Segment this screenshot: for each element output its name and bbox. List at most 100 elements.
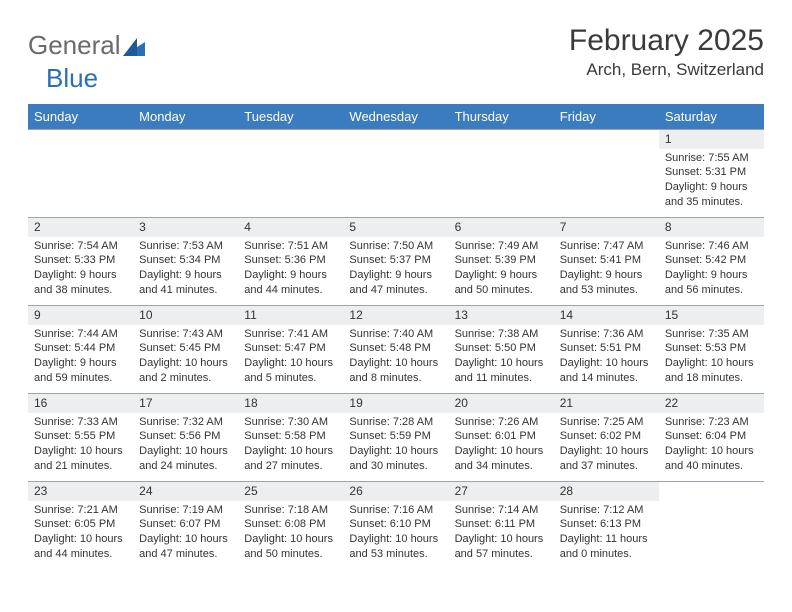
day-number: 14	[554, 306, 659, 325]
day-cell: 13Sunrise: 7:38 AMSunset: 5:50 PMDayligh…	[449, 306, 554, 393]
sunset-label: Sunset: 6:04 PM	[665, 430, 758, 444]
sunrise-label: Sunrise: 7:26 AM	[455, 416, 548, 430]
day-number: 19	[343, 394, 448, 413]
day-number: 1	[659, 130, 764, 149]
day-body: Sunrise: 7:16 AMSunset: 6:10 PMDaylight:…	[343, 501, 448, 562]
day-cell: 20Sunrise: 7:26 AMSunset: 6:01 PMDayligh…	[449, 394, 554, 481]
day-body: Sunrise: 7:46 AMSunset: 5:42 PMDaylight:…	[659, 237, 764, 298]
sunset-label: Sunset: 5:51 PM	[560, 342, 653, 356]
sunset-label: Sunset: 5:47 PM	[244, 342, 337, 356]
daylight2-label: and 50 minutes.	[244, 548, 337, 562]
daylight2-label: and 53 minutes.	[349, 548, 442, 562]
daylight2-label: and 59 minutes.	[34, 372, 127, 386]
day-of-week-header: Sunday Monday Tuesday Wednesday Thursday…	[28, 104, 764, 129]
day-body: Sunrise: 7:12 AMSunset: 6:13 PMDaylight:…	[554, 501, 659, 562]
sunset-label: Sunset: 5:42 PM	[665, 254, 758, 268]
title-block: February 2025 Arch, Bern, Switzerland	[569, 24, 764, 80]
day-number: 18	[238, 394, 343, 413]
sunset-label: Sunset: 5:58 PM	[244, 430, 337, 444]
daylight2-label: and 40 minutes.	[665, 460, 758, 474]
day-cell: 4Sunrise: 7:51 AMSunset: 5:36 PMDaylight…	[238, 218, 343, 305]
week-row: 23Sunrise: 7:21 AMSunset: 6:05 PMDayligh…	[28, 481, 764, 569]
sunset-label: Sunset: 5:33 PM	[34, 254, 127, 268]
sunrise-label: Sunrise: 7:35 AM	[665, 328, 758, 342]
sunset-label: Sunset: 5:50 PM	[455, 342, 548, 356]
daylight1-label: Daylight: 9 hours	[349, 269, 442, 283]
sunrise-label: Sunrise: 7:41 AM	[244, 328, 337, 342]
day-body: Sunrise: 7:23 AMSunset: 6:04 PMDaylight:…	[659, 413, 764, 474]
daylight2-label: and 30 minutes.	[349, 460, 442, 474]
day-number: 27	[449, 482, 554, 501]
day-cell	[343, 130, 448, 217]
day-body: Sunrise: 7:30 AMSunset: 5:58 PMDaylight:…	[238, 413, 343, 474]
sunset-label: Sunset: 5:41 PM	[560, 254, 653, 268]
sunset-label: Sunset: 5:53 PM	[665, 342, 758, 356]
day-body: Sunrise: 7:50 AMSunset: 5:37 PMDaylight:…	[343, 237, 448, 298]
day-cell: 28Sunrise: 7:12 AMSunset: 6:13 PMDayligh…	[554, 482, 659, 569]
sunrise-label: Sunrise: 7:16 AM	[349, 504, 442, 518]
daylight1-label: Daylight: 10 hours	[34, 445, 127, 459]
day-cell: 1Sunrise: 7:55 AMSunset: 5:31 PMDaylight…	[659, 130, 764, 217]
location-label: Arch, Bern, Switzerland	[569, 60, 764, 80]
sunset-label: Sunset: 6:05 PM	[34, 518, 127, 532]
sunrise-label: Sunrise: 7:43 AM	[139, 328, 232, 342]
day-number	[554, 130, 659, 148]
dow-saturday: Saturday	[659, 104, 764, 129]
sunset-label: Sunset: 6:08 PM	[244, 518, 337, 532]
day-body: Sunrise: 7:26 AMSunset: 6:01 PMDaylight:…	[449, 413, 554, 474]
daylight2-label: and 50 minutes.	[455, 284, 548, 298]
day-body: Sunrise: 7:44 AMSunset: 5:44 PMDaylight:…	[28, 325, 133, 386]
day-number: 8	[659, 218, 764, 237]
daylight1-label: Daylight: 10 hours	[455, 533, 548, 547]
day-number: 7	[554, 218, 659, 237]
sunrise-label: Sunrise: 7:50 AM	[349, 240, 442, 254]
day-cell: 24Sunrise: 7:19 AMSunset: 6:07 PMDayligh…	[133, 482, 238, 569]
day-cell: 12Sunrise: 7:40 AMSunset: 5:48 PMDayligh…	[343, 306, 448, 393]
day-cell	[133, 130, 238, 217]
day-number: 25	[238, 482, 343, 501]
day-number: 20	[449, 394, 554, 413]
dow-monday: Monday	[133, 104, 238, 129]
day-cell: 6Sunrise: 7:49 AMSunset: 5:39 PMDaylight…	[449, 218, 554, 305]
sunset-label: Sunset: 6:01 PM	[455, 430, 548, 444]
day-cell	[28, 130, 133, 217]
sunset-label: Sunset: 5:44 PM	[34, 342, 127, 356]
daylight1-label: Daylight: 10 hours	[560, 357, 653, 371]
day-number: 12	[343, 306, 448, 325]
day-body: Sunrise: 7:28 AMSunset: 5:59 PMDaylight:…	[343, 413, 448, 474]
daylight1-label: Daylight: 10 hours	[34, 533, 127, 547]
sunset-label: Sunset: 5:31 PM	[665, 166, 758, 180]
month-title: February 2025	[569, 24, 764, 58]
day-body: Sunrise: 7:40 AMSunset: 5:48 PMDaylight:…	[343, 325, 448, 386]
day-body: Sunrise: 7:35 AMSunset: 5:53 PMDaylight:…	[659, 325, 764, 386]
daylight1-label: Daylight: 9 hours	[560, 269, 653, 283]
day-body: Sunrise: 7:54 AMSunset: 5:33 PMDaylight:…	[28, 237, 133, 298]
daylight2-label: and 41 minutes.	[139, 284, 232, 298]
daylight1-label: Daylight: 10 hours	[665, 445, 758, 459]
day-cell: 10Sunrise: 7:43 AMSunset: 5:45 PMDayligh…	[133, 306, 238, 393]
day-body: Sunrise: 7:32 AMSunset: 5:56 PMDaylight:…	[133, 413, 238, 474]
day-cell	[449, 130, 554, 217]
day-number: 21	[554, 394, 659, 413]
sunset-label: Sunset: 5:56 PM	[139, 430, 232, 444]
dow-sunday: Sunday	[28, 104, 133, 129]
day-body: Sunrise: 7:51 AMSunset: 5:36 PMDaylight:…	[238, 237, 343, 298]
day-body: Sunrise: 7:18 AMSunset: 6:08 PMDaylight:…	[238, 501, 343, 562]
daylight2-label: and 27 minutes.	[244, 460, 337, 474]
sunset-label: Sunset: 6:02 PM	[560, 430, 653, 444]
sunset-label: Sunset: 5:36 PM	[244, 254, 337, 268]
day-number: 24	[133, 482, 238, 501]
sunrise-label: Sunrise: 7:19 AM	[139, 504, 232, 518]
daylight1-label: Daylight: 10 hours	[244, 445, 337, 459]
sunset-label: Sunset: 6:11 PM	[455, 518, 548, 532]
day-cell: 19Sunrise: 7:28 AMSunset: 5:59 PMDayligh…	[343, 394, 448, 481]
day-body: Sunrise: 7:14 AMSunset: 6:11 PMDaylight:…	[449, 501, 554, 562]
dow-friday: Friday	[554, 104, 659, 129]
daylight2-label: and 57 minutes.	[455, 548, 548, 562]
sunrise-label: Sunrise: 7:25 AM	[560, 416, 653, 430]
day-cell: 17Sunrise: 7:32 AMSunset: 5:56 PMDayligh…	[133, 394, 238, 481]
day-body: Sunrise: 7:25 AMSunset: 6:02 PMDaylight:…	[554, 413, 659, 474]
day-body: Sunrise: 7:47 AMSunset: 5:41 PMDaylight:…	[554, 237, 659, 298]
sunset-label: Sunset: 6:10 PM	[349, 518, 442, 532]
daylight1-label: Daylight: 10 hours	[139, 533, 232, 547]
